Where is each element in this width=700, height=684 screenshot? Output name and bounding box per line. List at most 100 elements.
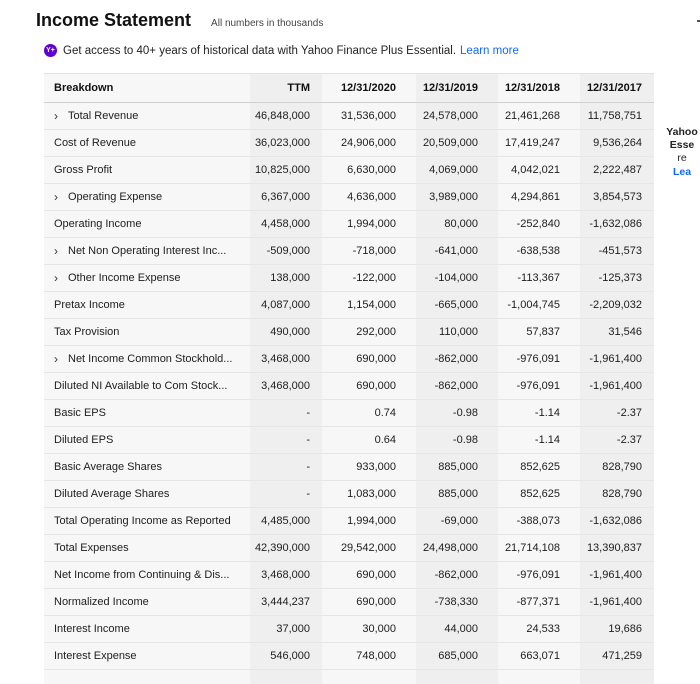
row-label-text: Diluted Average Shares	[54, 487, 170, 500]
row-value: 292,000	[356, 325, 396, 338]
row-value: -69,000	[440, 514, 478, 527]
row-label: Cost of Revenue	[54, 129, 244, 156]
chevron-right-icon[interactable]: ›	[54, 243, 58, 258]
row-label-text: Operating Expense	[68, 190, 163, 203]
row-value: 30,000	[362, 622, 396, 635]
row-value: 0.64	[374, 433, 396, 446]
row-value: -125,373	[598, 271, 642, 284]
row-label: Normalized Income	[54, 588, 244, 615]
row-value: 852,625	[520, 460, 560, 473]
row-label-text: Diluted EPS	[54, 433, 114, 446]
column-stripe	[416, 74, 498, 684]
plus-promo-banner: Y+ Get access to 40+ years of historical…	[44, 44, 519, 57]
row-value: -641,000	[434, 244, 478, 257]
row-value: 4,485,000	[261, 514, 310, 527]
row-value: -122,000	[352, 271, 396, 284]
table-row: Total Expenses 42,390,000 29,542,000 24,498…	[44, 534, 654, 562]
table-row: Basic EPS - 0.74 -0.98 -1.14 -2.37	[44, 399, 654, 427]
row-value: -862,000	[434, 568, 478, 581]
row-value: -976,091	[516, 352, 560, 365]
row-value: 37,000	[276, 622, 310, 635]
row-value: 36,023,000	[254, 136, 310, 149]
row-value: 24,578,000	[422, 109, 478, 122]
side-ad-link[interactable]: Lea	[672, 166, 692, 178]
table-row[interactable]: › Net Income Common Stockhold... 3,468,000…	[44, 345, 654, 373]
chevron-right-icon[interactable]: ›	[54, 108, 58, 123]
row-value: -976,091	[516, 379, 560, 392]
row-value: 852,625	[520, 487, 560, 500]
row-value: 17,419,247	[504, 136, 560, 149]
row-value: 828,790	[602, 487, 642, 500]
row-value: -451,573	[598, 244, 642, 257]
row-value: -718,000	[352, 244, 396, 257]
row-value: -1,004,745	[507, 298, 560, 311]
row-value: 4,458,000	[261, 217, 310, 230]
row-label-text: Operating Income	[54, 217, 142, 230]
table-row: Diluted EPS - 0.64 -0.98 -1.14 -2.37	[44, 426, 654, 454]
row-label-text: Cost of Revenue	[54, 136, 136, 149]
row-value: 748,000	[356, 649, 396, 662]
side-ad-panel: Yahoo Esse re Lea	[664, 126, 700, 178]
row-label: Total Expenses	[54, 534, 244, 561]
row-label-text: Other Income Expense	[68, 271, 181, 284]
chevron-right-icon[interactable]: ›	[54, 189, 58, 204]
row-value: 29,542,000	[340, 541, 396, 554]
row-label-text: Total Operating Income as Reported	[54, 514, 231, 527]
income-statement-table: Breakdown TTM 12/31/2020 12/31/2019 12/31/20…	[44, 73, 654, 684]
row-value: 6,630,000	[347, 163, 396, 176]
row-label: › Net Income Common Stockhold...	[54, 345, 244, 372]
row-value: -113,367	[517, 271, 560, 284]
row-value: 690,000	[356, 379, 396, 392]
row-value: -0.98	[452, 433, 478, 446]
table-row: Normalized Income 3,444,237 690,000 -738,33…	[44, 588, 654, 616]
row-label: › Total Revenue	[54, 102, 244, 129]
table-row[interactable]: › Net Non Operating Interest Inc... -509,0…	[44, 237, 654, 265]
row-value: -976,091	[516, 568, 560, 581]
chevron-right-icon[interactable]: ›	[54, 270, 58, 285]
row-label: › Other Income Expense	[54, 264, 244, 291]
row-label-text: Pretax Income	[54, 298, 125, 311]
table-row: Total Operating Income as Reported 4,485,…	[44, 507, 654, 535]
column-header: 12/31/2019	[422, 82, 478, 94]
row-label: Interest Expense	[54, 642, 244, 669]
row-value: -862,000	[434, 352, 478, 365]
row-value: -1,632,086	[589, 514, 642, 527]
learn-more-link[interactable]: Learn more	[460, 44, 519, 57]
column-header: 12/31/2017	[586, 82, 642, 94]
promo-text: Get access to 40+ years of historical da…	[63, 44, 457, 57]
chevron-right-icon[interactable]: ›	[54, 351, 58, 366]
row-value: -2.37	[616, 433, 642, 446]
row-value: 24,533	[526, 622, 560, 635]
row-label: Diluted EPS	[54, 426, 244, 453]
column-header: TTM	[287, 82, 310, 94]
row-value: -388,073	[516, 514, 560, 527]
table-row[interactable]: › Operating Expense 6,367,000 4,636,000 3,98…	[44, 183, 654, 211]
row-value: 4,069,000	[429, 163, 478, 176]
row-label: Pretax Income	[54, 291, 244, 318]
side-ad-subtitle: Esse	[669, 139, 695, 151]
row-value: 31,536,000	[340, 109, 396, 122]
table-row: Tax Provision 490,000 292,000 110,000 57,837…	[44, 318, 654, 346]
row-label: Total Operating Income as Reported	[54, 507, 244, 534]
table-row[interactable]: › Total Revenue 46,848,000 31,536,000 24,578…	[44, 102, 654, 130]
row-value: 20,509,000	[422, 136, 478, 149]
row-label: Net Income from Continuing & Dis...	[54, 561, 244, 588]
table-row: Operating Income 4,458,000 1,994,000 80,000…	[44, 210, 654, 238]
table-row[interactable]: › Other Income Expense 138,000 -122,000 -104…	[44, 264, 654, 292]
row-value: 690,000	[356, 568, 396, 581]
row-value: -0.98	[452, 406, 478, 419]
row-label-text: Total Revenue	[68, 109, 139, 122]
row-value: 828,790	[602, 460, 642, 473]
row-value: 4,087,000	[261, 298, 310, 311]
row-value: -	[306, 460, 310, 473]
row-value: 1,154,000	[347, 298, 396, 311]
row-value: 933,000	[356, 460, 396, 473]
row-value: -	[306, 433, 310, 446]
side-ad-title: Yahoo	[666, 126, 698, 138]
row-value: 80,000	[444, 217, 478, 230]
row-value: 19,686	[608, 622, 642, 635]
row-value: 138,000	[270, 271, 310, 284]
table-row: Pretax Income 4,087,000 1,154,000 -665,000 -…	[44, 291, 654, 319]
row-label: Basic Average Shares	[54, 453, 244, 480]
row-label: Interest Income	[54, 615, 244, 642]
